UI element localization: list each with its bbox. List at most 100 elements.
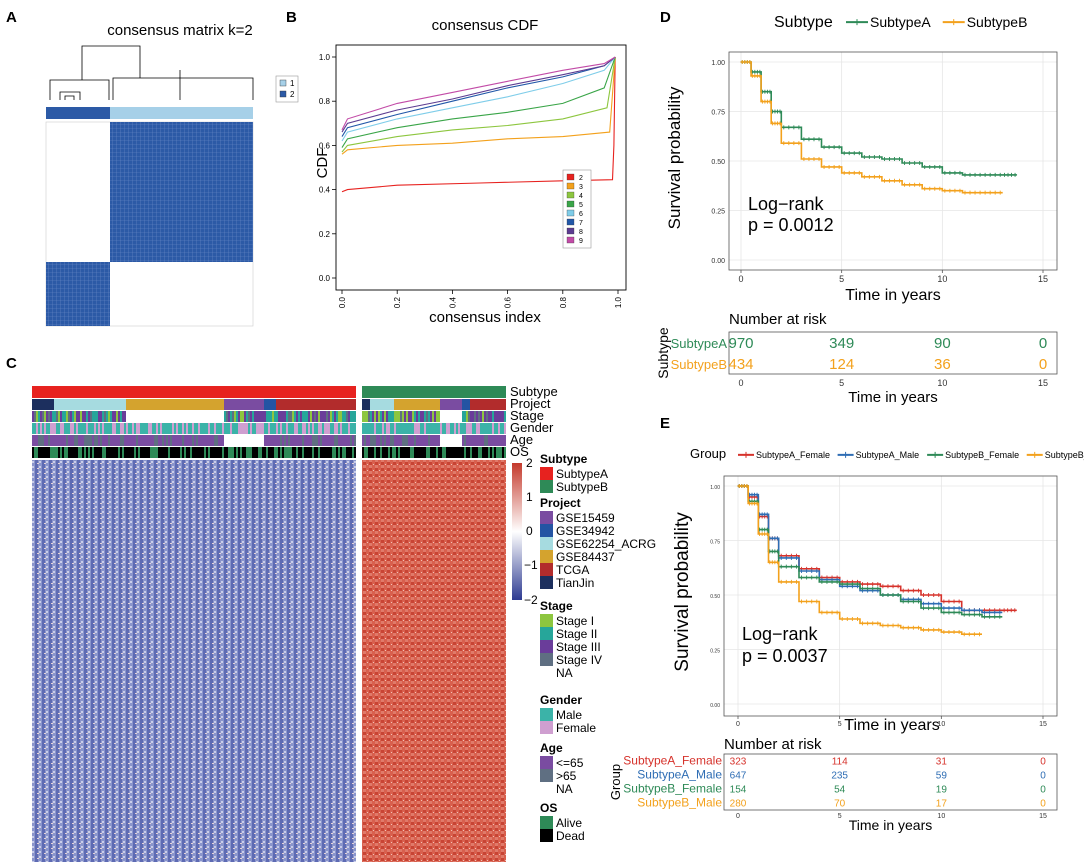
track-os-cell [60,447,62,458]
track-gender-cell [336,423,338,434]
km-censor-mark [998,190,1003,195]
risk-value: 0 [1040,799,1046,810]
track-stage-cell [330,411,332,422]
km-ytick-label: 0.00 [710,703,720,709]
track-age-cell [376,435,378,446]
track-age-cell [134,435,136,446]
track-os-cell [74,447,76,458]
track-stage-cell [94,411,96,422]
km-censor-mark [973,172,978,177]
track-os-cell [230,447,232,458]
cdf-line-k9 [341,56,616,131]
track-age-cell [290,435,292,446]
km-censor-mark [946,610,951,615]
track-stage-cell [500,411,502,422]
km-censor-mark [880,623,885,628]
track-age-cell [64,435,66,446]
track-stage-cell [70,411,72,422]
track-stage-cell [488,411,490,422]
track-os-cell [106,447,108,458]
panel-c-annotation-tracks [32,386,506,458]
track-stage-cell [188,411,190,422]
track-age-cell [434,435,436,446]
panel-a-block-2 [46,262,110,326]
track-stage-cell [282,411,284,422]
km-censor-mark [987,610,992,615]
track-os-cell [492,447,494,458]
track-gender-cell [458,423,460,434]
track-gender-cell [480,423,482,434]
track-os-cell [54,447,56,458]
km-censor-mark [775,560,780,565]
track-stage-cell [476,411,478,422]
km-censor-mark [892,178,897,183]
track-os-cell [144,447,146,458]
track-stage-cell [216,411,218,422]
track-stage-cell [120,411,122,422]
track-stage-cell [210,411,212,422]
track-os-cell [280,447,282,458]
track-age-cell [342,435,344,446]
km-censor-mark [779,579,784,584]
legend-swatch-project-tcga [540,563,553,576]
track-age-cell [212,435,214,446]
legend-title-gender: Gender [540,693,582,707]
track-stage-cell [240,411,242,422]
legend-label-os-dead: Dead [556,829,585,843]
track-stage-cell [324,411,326,422]
track-stage-cell [400,411,402,422]
track-stage-cell [98,411,100,422]
track-stage-cell [468,411,470,422]
track-age-cell [428,435,430,446]
track-label-project: Project [510,396,551,411]
track-age-cell [184,435,186,446]
track-os-cell [324,447,326,458]
km-censor-mark [927,164,932,169]
track-gender-cell [60,423,62,434]
track-os-cell [422,447,424,458]
track-stage-cell [122,411,124,422]
track-age-cell [136,435,138,446]
km-censor-mark [962,632,967,637]
km-censor-mark [799,599,804,604]
legend-label-age-na: NA [556,782,573,796]
track-label-subtype: Subtype [510,384,558,399]
track-gender-cell [236,423,238,434]
track-age-cell [208,435,210,446]
track-age-cell [452,435,454,446]
track-age-cell [280,435,282,446]
track-stage-cell [304,411,306,422]
track-stage-cell [104,411,106,422]
track-gender-cell [258,423,260,434]
track-os-cell [102,447,104,458]
track-gender-cell [500,423,502,434]
track-stage-cell [260,411,262,422]
track-gender-cell [296,423,298,434]
legend-label-subtype-subtypeb: SubtypeB [556,480,608,494]
km-censor-mark [775,536,780,541]
track-gender-cell [382,423,384,434]
panel-a-legend-label-1: 1 [290,79,295,88]
km-censor-mark [837,164,842,169]
track-gender-cell [268,423,270,434]
track-gender-cell [428,423,430,434]
risk-table-frame [728,331,1058,375]
track-gender-cell [64,423,66,434]
km-censor-mark [921,601,926,606]
legend-swatch-stage-stage-ii [540,627,553,640]
km-censor-mark [947,188,952,193]
track-stage-cell [114,411,116,422]
track-gender-cell [158,423,160,434]
track-stage-cell [238,411,240,422]
track-os-cell [314,447,316,458]
track-stage-cell [152,411,154,422]
track-os-cell [154,447,156,458]
panel-b-legend-swatch [566,227,575,235]
km-censor-mark [781,125,786,130]
track-os-cell [186,447,188,458]
risk-table-xlabel: Time in years [849,817,933,833]
track-age-cell [126,435,128,446]
km-censor-mark [855,616,860,621]
track-gender-cell [448,423,450,434]
track-gender-cell [186,423,188,434]
